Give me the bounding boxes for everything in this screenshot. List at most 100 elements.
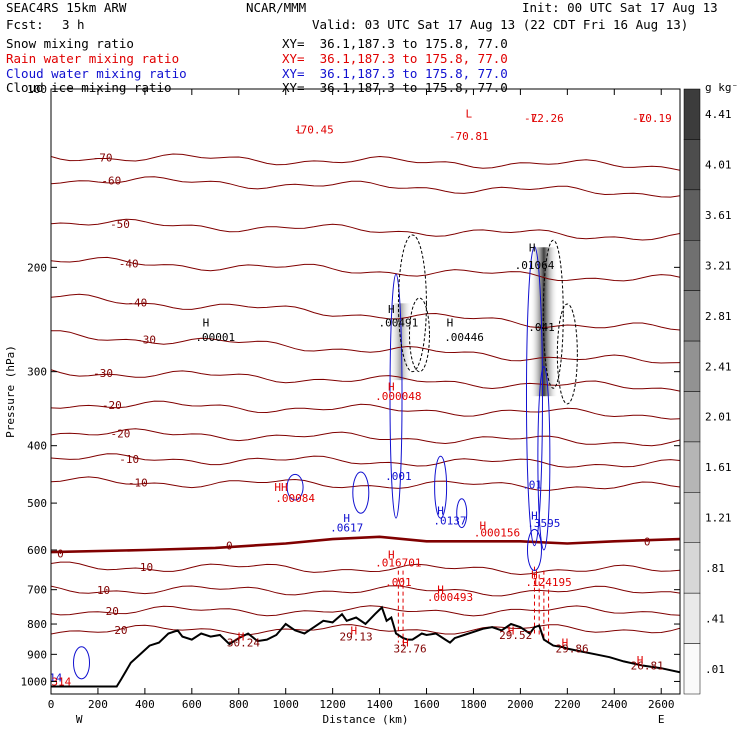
x-tick-label: 1400 [366,698,393,711]
contour-extremum-label: H [508,624,515,637]
x-tick-label: 800 [229,698,249,711]
y-tick-label: 200 [27,261,47,274]
contour-extremum-label: -70.81 [449,130,489,143]
contour-extremum-label: H [531,510,538,523]
contour-extremum-label: .001 [385,470,412,483]
west-end-label: W [76,713,83,726]
contour-extremum-label: 30.24 [227,637,260,650]
contour-extremum-label: .041 [528,321,555,334]
y-tick-label: 800 [27,618,47,631]
contour-extremum-label: .0137 [433,515,466,528]
colorbar-unit: g kg⁻¹ [705,81,740,94]
colorbar-label: 2.81 [705,310,732,323]
contour-extremum-label: H [637,654,644,667]
cloud-water-contour [389,273,403,519]
contour-extremum-label: H [529,241,536,254]
contour-extremum-label: H [388,548,395,561]
field-xy-rain: XY= 36.1,187.3 to 175.8, 77.0 [282,51,508,66]
contour-extremum-label: .000156 [474,526,520,539]
cloud-ice-contour [408,297,430,373]
colorbar-label: .81 [705,562,725,575]
x-tick-label: 2600 [648,698,675,711]
cloud-water-contour [352,471,370,514]
temperature-contour [51,176,680,198]
contour-extremum-label: .000048 [375,390,421,403]
cloud-water-contour [456,498,468,529]
y-tick-label: 600 [27,544,47,557]
contour-extremum-label: H [203,317,210,330]
contour-extremum-label: H [480,519,487,532]
y-tick-label: 1000 [21,675,48,688]
colorbar-swatch [683,492,701,544]
temperature-contour [51,624,680,636]
colorbar-swatch [683,542,701,594]
colorbar-swatch [683,340,701,392]
contour-extremum-label: L [531,112,538,125]
contour-extremum-label: .00084 [275,492,315,505]
contour-extremum-label: -70.19 [632,112,672,125]
temperature-contour [51,400,680,420]
colorbar-swatch [683,240,701,291]
field-name-snow: Snow mixing ratio [6,36,134,51]
x-tick-label: 400 [135,698,155,711]
cloud-water-contour [526,528,542,572]
temperature-contour [51,605,680,617]
forecast-hour-label: Fcst: [6,17,44,32]
temperature-contour [51,256,680,282]
contour-extremum-label: L [296,123,303,136]
contour-extremum-label: H [238,631,245,644]
field-name-cloud-ice: Cloud ice mixing ratio [6,80,172,95]
temperature-contour-label: 20 [106,605,119,618]
x-tick-label: 1600 [413,698,440,711]
contour-extremum-label: L [465,108,472,121]
temperature-contour-label: -50 [110,218,130,231]
x-axis-label: Distance (km) [322,713,408,726]
colorbar-label: 3.61 [705,209,732,222]
contour-extremum-label: H [437,584,444,597]
cloud-water-contour [286,473,304,501]
contour-extremum-label: 26.81 [631,660,664,673]
temperature-contour [51,330,680,364]
field-xy-cloud-ice: XY= 36.1,187.3 to 175.8, 77.0 [282,80,508,95]
temperature-contour [51,218,680,241]
east-end-label: E [658,713,665,726]
y-tick-label: 100 [27,83,47,96]
contour-extremum-label: H [402,637,409,650]
contour-extremum-label: H [562,637,569,650]
colorbar-label: .41 [705,612,725,625]
temperature-contour-label: -70 [93,151,113,164]
y-axis-label: Pressure (hPa) [4,345,17,438]
colorbar-label: 2.01 [705,411,732,424]
snow-plume-2100km [529,247,558,397]
contour-extremum-label: .124195 [525,576,571,589]
y-tick-label: 500 [27,497,47,510]
cloud-ice-contour [556,303,578,405]
cloud-ice-contour [397,234,427,373]
contour-extremum-label: H [447,317,454,330]
contour-extremum-label: .3595 [527,517,560,530]
colorbar-swatch [683,139,701,191]
contour-extremum-label: .00001 [195,331,235,344]
contour-extremum-label: .01 [522,478,542,491]
colorbar-swatch [683,643,701,695]
temperature-contour-label: 10 [140,561,153,574]
temperature-contour-label: -40 [119,257,139,270]
contour-extremum-label: -70.45 [294,123,334,136]
cloud-ice-contour [542,239,564,389]
contour-extremum-label: .016701 [375,557,421,570]
colorbar: 4.41 4.01 3.61 3.21 2.81 2.41 2.01 1.61 1.21 .81.… [683,81,740,695]
temperature-contour-label: -30 [93,367,113,380]
colorbar-label: 4.41 [705,108,732,121]
temperature-contour-label: -40 [127,296,147,309]
colorbar-swatch [683,391,701,443]
colorbar-swatch [683,88,701,140]
cloud-water-contour [73,646,91,680]
contour-extremum-label: .0617 [330,522,363,535]
plot-frame [50,88,681,695]
contour-extremum-label: 32.76 [394,643,427,656]
temperature-contour-label: 20 [114,624,127,637]
contour-extremum-label: H [350,624,357,637]
init-time: Init: 00 UTC Sat 17 Aug 13 [522,0,718,15]
colorbar-swatch [683,592,701,644]
